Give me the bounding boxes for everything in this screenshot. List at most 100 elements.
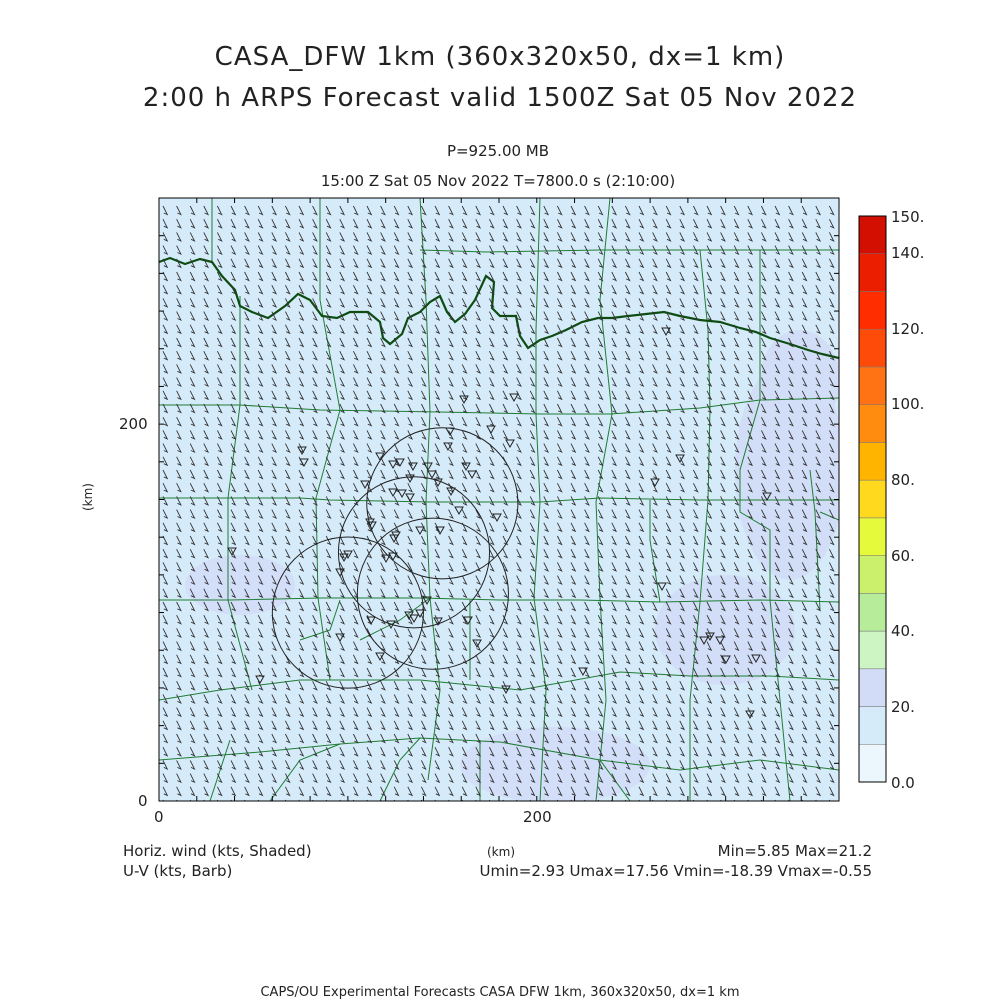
wind-barb (216, 205, 223, 216)
wind-barb (801, 298, 808, 308)
wind-barb (325, 324, 332, 335)
wind-barb (828, 496, 835, 506)
observation-site-marker (472, 639, 482, 649)
wind-barb (420, 390, 427, 401)
wind-barb (733, 773, 740, 784)
wind-barb (230, 746, 237, 757)
wind-barb (556, 364, 563, 374)
wind-barb (271, 324, 278, 335)
observation-site-marker (715, 636, 725, 646)
wind-barb (189, 377, 196, 388)
wind-barb (679, 258, 686, 269)
wind-barb (189, 416, 196, 427)
wind-barb (665, 284, 672, 295)
wind-barb (760, 430, 767, 440)
wind-barb (638, 298, 645, 308)
wind-barb (611, 694, 618, 704)
wind-barb (624, 746, 631, 757)
wind-barb (516, 601, 522, 612)
wind-barb (203, 390, 210, 401)
wind-barb (692, 218, 699, 229)
wind-barb (747, 469, 754, 480)
wind-barb (298, 575, 305, 586)
wind-barb (407, 575, 414, 586)
wind-barb (706, 641, 713, 652)
wind-barb (828, 456, 835, 467)
wind-barb (298, 562, 305, 572)
wind-barb (570, 377, 577, 388)
wind-barb (720, 337, 726, 348)
wind-barb (339, 337, 346, 348)
wind-barb (162, 430, 169, 440)
wind-barb (230, 245, 237, 256)
wind-barb (420, 311, 427, 322)
wind-barb (257, 535, 264, 546)
wind-barb (828, 509, 835, 520)
wind-barb (203, 337, 210, 348)
wind-barb (652, 284, 658, 295)
wind-barb (774, 416, 781, 427)
wind-barb (679, 284, 686, 295)
wind-barb (774, 641, 781, 652)
wind-barb (352, 667, 359, 678)
wind-barb (339, 733, 346, 744)
observation-site-marker (661, 327, 671, 337)
wind-barb (624, 733, 631, 744)
wind-barb (774, 588, 781, 599)
wind-barb (434, 522, 441, 533)
wind-barb (339, 403, 346, 414)
wind-barb (611, 760, 618, 770)
wind-barb (339, 390, 346, 401)
wind-barb (298, 786, 305, 797)
wind-barb (189, 218, 196, 229)
wind-barb (706, 535, 713, 546)
wind-barb (529, 496, 536, 506)
observation-site-marker (509, 393, 519, 403)
wind-barb (420, 430, 427, 440)
wind-barb (584, 746, 590, 757)
wind-barb (597, 562, 604, 572)
wind-barb (176, 496, 182, 506)
wind-barb (529, 601, 536, 612)
title-line-2: 2:00 h ARPS Forecast valid 1500Z Sat 05 … (142, 83, 858, 113)
wind-barb (475, 654, 482, 665)
observation-site-marker (657, 582, 667, 592)
wind-barb (815, 271, 822, 282)
wind-barb (706, 733, 713, 744)
wind-barb (638, 601, 645, 612)
wind-barb (230, 324, 237, 335)
wind-barb (434, 403, 441, 414)
wind-barb (298, 760, 305, 770)
wind-barb (788, 416, 794, 427)
wind-barb (162, 548, 169, 559)
wind-barb (638, 733, 645, 744)
wind-barb (488, 707, 495, 718)
wind-barb (665, 258, 672, 269)
wind-barb (801, 456, 808, 467)
observation-site-marker (415, 526, 425, 536)
wind-barb (584, 548, 590, 559)
wind-barb (597, 245, 604, 256)
wind-barb (216, 271, 223, 282)
wind-barb (584, 456, 590, 467)
wind-barb (747, 588, 754, 599)
wind-barb (543, 628, 550, 638)
wind-barb (815, 654, 822, 665)
wind-barb (366, 667, 373, 678)
wind-barb (815, 350, 822, 361)
wind-barb (244, 324, 250, 335)
wind-barb (570, 654, 577, 665)
wind-barb (570, 403, 577, 414)
wind-barb (189, 786, 196, 797)
county-line (595, 198, 613, 801)
wind-barb (434, 324, 441, 335)
wind-barb (448, 416, 454, 427)
wind-barb (597, 614, 604, 625)
wind-barb (733, 667, 740, 678)
county-line (315, 198, 341, 681)
wind-barb (801, 245, 808, 256)
wind-barb (733, 496, 740, 506)
wind-barb (733, 482, 740, 493)
wind-barb (692, 548, 699, 559)
wind-barb (828, 403, 835, 414)
